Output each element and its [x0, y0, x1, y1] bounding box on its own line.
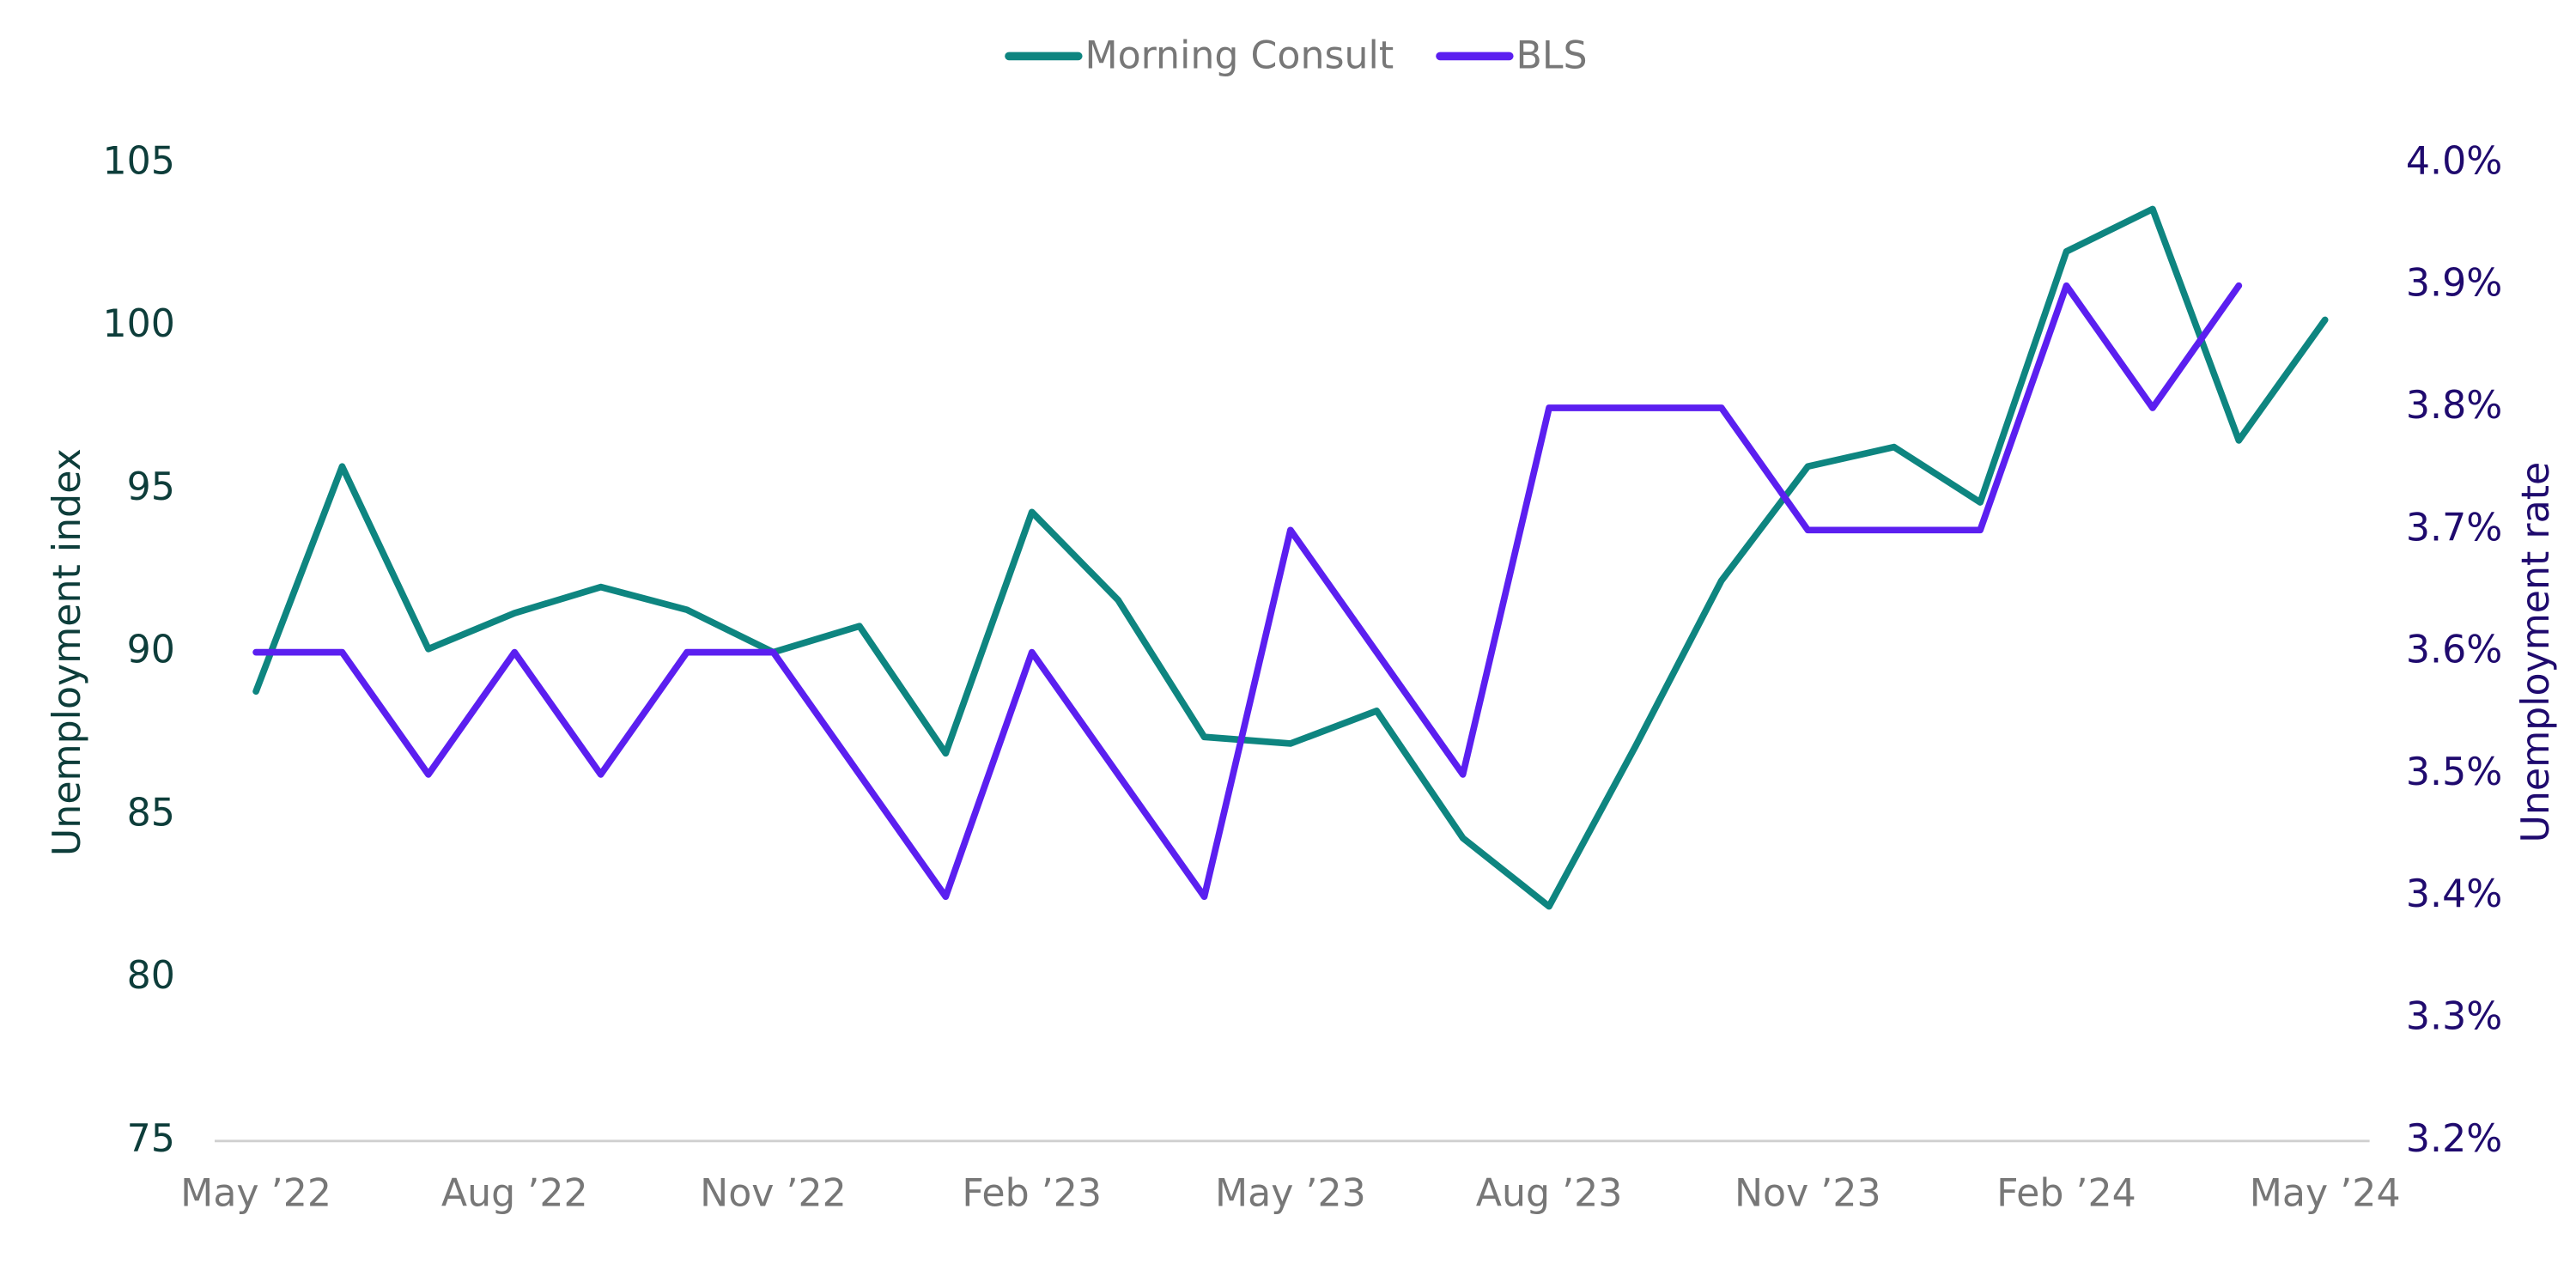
x-tick-label: Feb ’24 [1996, 1171, 2136, 1215]
x-tick-label: May ’24 [2250, 1171, 2401, 1215]
y2-tick-label: 3.8% [2406, 384, 2502, 428]
y2-tick-label: 3.5% [2406, 750, 2502, 794]
y2-tick-label: 3.9% [2406, 262, 2502, 306]
y2-tick-label: 4.0% [2406, 139, 2502, 183]
x-tick-label: May ’22 [180, 1171, 331, 1215]
y2-tick-label: 3.7% [2406, 506, 2502, 550]
line-series [252, 205, 2329, 910]
y-tick-label: 95 [127, 465, 175, 509]
x-tick-label: Feb ’23 [962, 1171, 1102, 1215]
y2-axis-title: Unemployment rate [2514, 462, 2558, 843]
x-tick-label: Aug ’23 [1476, 1171, 1623, 1215]
y2-tick-label: 3.4% [2406, 872, 2502, 916]
x-tick-label: Aug ’22 [441, 1171, 588, 1215]
x-tick-label: Nov ’23 [1735, 1171, 1881, 1215]
y-axis-title: Unemployment index [46, 448, 89, 856]
x-tick-label: May ’23 [1215, 1171, 1366, 1215]
y2-tick-label: 3.2% [2406, 1117, 2502, 1161]
line-series [252, 282, 2243, 901]
y-tick-label: 90 [127, 629, 175, 672]
x-tick-label: Nov ’22 [700, 1171, 847, 1215]
y2-tick-label: 3.6% [2406, 629, 2502, 672]
y-tick-label: 105 [102, 139, 174, 183]
y-tick-label: 75 [127, 1117, 175, 1161]
y-tick-label: 100 [102, 302, 174, 346]
legend-label: BLS [1516, 33, 1587, 77]
y-tick-label: 85 [127, 791, 175, 835]
legend-label: Morning Consult [1084, 33, 1394, 77]
y2-tick-label: 3.3% [2406, 995, 2502, 1039]
y-tick-label: 80 [127, 954, 175, 998]
